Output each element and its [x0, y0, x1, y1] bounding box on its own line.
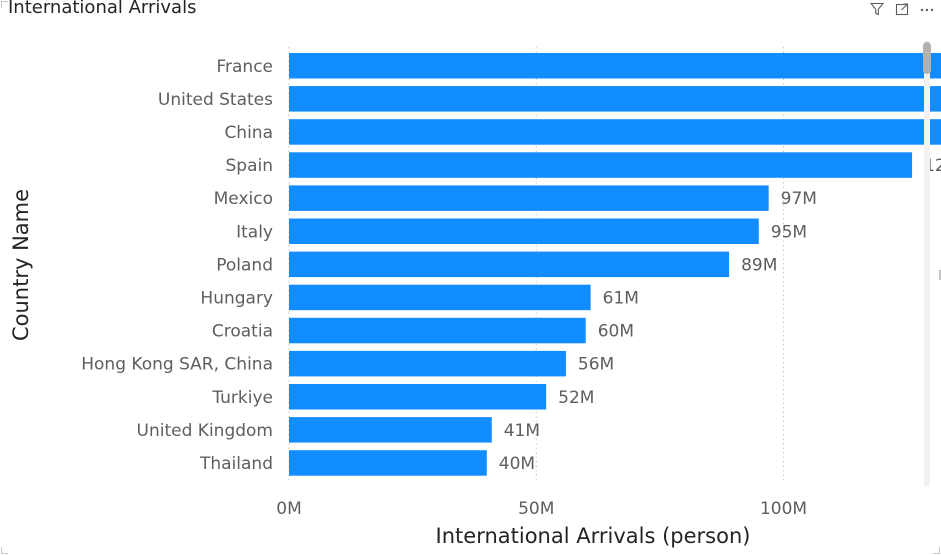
data-label: 61M [603, 288, 639, 308]
corner-marker [1, 547, 8, 554]
category-label: Poland [216, 255, 273, 275]
bar[interactable] [289, 417, 492, 443]
data-label: 52M [558, 388, 594, 408]
visual-header-icons [869, 2, 935, 16]
category-label: United States [158, 90, 273, 110]
bar[interactable] [289, 450, 487, 476]
x-tick-label: 0M [276, 499, 301, 519]
bar[interactable] [289, 152, 913, 178]
data-label: 60M [598, 322, 634, 342]
data-label: 97M [781, 189, 817, 209]
vertical-scrollbar[interactable] [920, 40, 934, 487]
category-label: Croatia [212, 322, 273, 342]
x-tick-label: 50M [518, 499, 554, 519]
bar[interactable] [289, 86, 941, 112]
bar[interactable] [289, 53, 941, 79]
x-axis-tick-labels: 0M50M100M150M200M [276, 499, 807, 519]
category-label: Mexico [214, 189, 273, 209]
scrollbar-track[interactable] [924, 40, 930, 487]
data-label: 89M [741, 255, 777, 275]
data-label: 40M [499, 454, 535, 474]
bars [289, 53, 941, 476]
chart-title: International Arrivals [8, 0, 197, 18]
category-label: United Kingdom [137, 421, 273, 441]
data-label: 41M [504, 421, 540, 441]
data-label: 95M [771, 222, 807, 242]
category-label: Hong Kong SAR, China [81, 355, 273, 375]
bar[interactable] [289, 119, 941, 145]
category-axis-labels: France United States China Spain Mexico Italy… [81, 57, 273, 474]
category-label: Hungary [200, 288, 273, 308]
bar[interactable] [289, 350, 566, 377]
y-axis-title: Country Name [9, 189, 33, 341]
resize-handle[interactable] [939, 270, 941, 280]
category-label: Spain [226, 156, 274, 176]
corner-marker [933, 547, 940, 554]
bar[interactable] [289, 218, 759, 245]
data-label: 56M [578, 355, 614, 375]
bar[interactable] [289, 251, 730, 278]
scrollbar-thumb[interactable] [923, 42, 931, 74]
category-label: Italy [236, 222, 273, 242]
bar[interactable] [289, 185, 769, 211]
corner-marker [1, 1, 8, 8]
bar[interactable] [289, 384, 547, 410]
category-label: Thailand [199, 454, 273, 474]
x-tick-label: 100M [760, 499, 807, 519]
bar[interactable] [289, 317, 586, 344]
filter-icon[interactable] [869, 2, 885, 16]
category-label: France [216, 57, 273, 77]
category-label: China [224, 123, 273, 143]
focus-mode-icon[interactable] [894, 2, 910, 16]
more-options-icon[interactable] [919, 2, 935, 16]
category-label: Turkiye [211, 388, 273, 408]
x-axis-title: International Arrivals (person) [436, 524, 751, 548]
bar[interactable] [289, 284, 591, 311]
